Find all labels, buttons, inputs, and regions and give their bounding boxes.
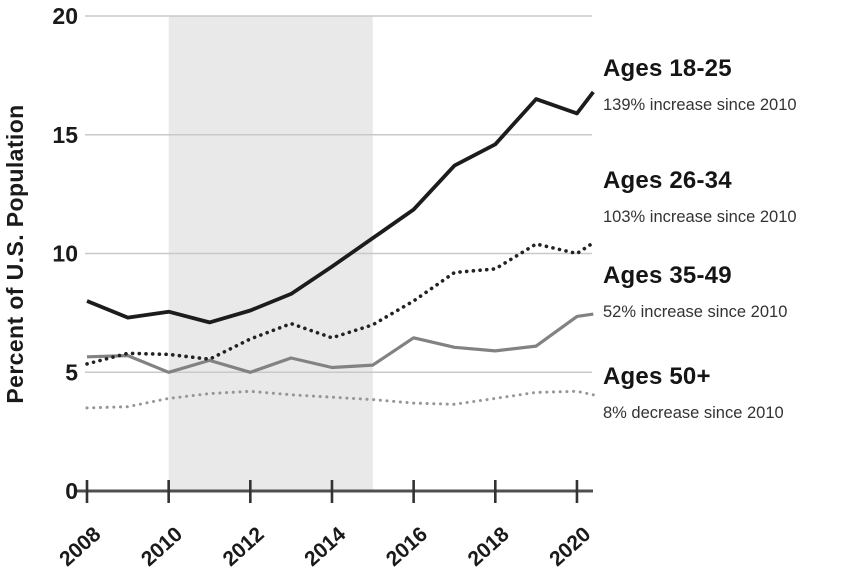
x-tick-label: 2020 (545, 523, 595, 571)
y-tick-label: 0 (65, 478, 78, 504)
legend-entry-ages-50-plus: Ages 50+ 8% decrease since 2010 (603, 363, 849, 423)
legend-note-ages-18-25: 139% increase since 2010 (603, 96, 797, 114)
legend-entry-ages-18-25: Ages 18-25 139% increase since 2010 (603, 55, 849, 115)
x-tick-label: 2014 (300, 522, 350, 571)
legend-label-ages-35-49: Ages 35-49 (603, 262, 732, 289)
x-tick-label: 2010 (137, 523, 187, 571)
y-axis-title: Percent of U.S. Population (2, 104, 28, 404)
legend-label-ages-26-34: Ages 26-34 (603, 167, 732, 194)
x-tick-label: 2008 (55, 522, 105, 571)
legend-note-ages-50-plus: 8% decrease since 2010 (603, 404, 784, 422)
y-tick-label: 5 (65, 359, 78, 385)
legend-label-ages-50-plus: Ages 50+ (603, 363, 711, 390)
legend-entry-ages-26-34: Ages 26-34 103% increase since 2010 (603, 167, 849, 227)
x-tick-label: 2018 (464, 522, 514, 571)
legend-note-ages-35-49: 52% increase since 2010 (603, 303, 788, 321)
x-tick-label: 2016 (382, 523, 432, 571)
x-tick-label: 2012 (219, 523, 269, 571)
y-tick-label: 10 (52, 241, 78, 267)
series-line-ages-50- (85, 389, 595, 410)
series-line-ages-26-34 (85, 241, 596, 366)
y-tick-label: 15 (52, 122, 78, 148)
y-tick-label: 20 (52, 3, 78, 29)
series-line-ages-35-49 (86, 312, 594, 374)
legend-entry-ages-35-49: Ages 35-49 52% increase since 2010 (603, 262, 849, 322)
legend-label-ages-18-25: Ages 18-25 (603, 55, 732, 82)
series-line-ages-18-25 (86, 90, 595, 325)
legend-note-ages-26-34: 103% increase since 2010 (603, 208, 797, 226)
